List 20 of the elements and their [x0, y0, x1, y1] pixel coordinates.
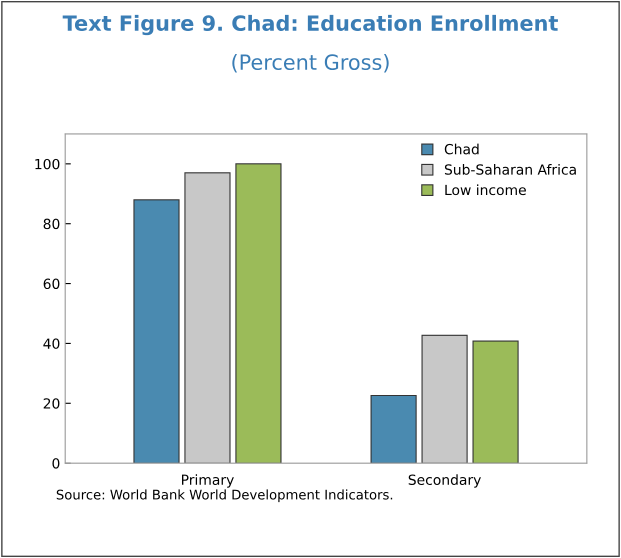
bar	[422, 334, 468, 464]
y-tick-label: 60	[44, 278, 60, 290]
legend-label: Sub-Saharan Africa	[444, 164, 576, 175]
y-tick-label: 40	[43, 338, 60, 349]
bar	[184, 172, 231, 464]
source-note: Source: World Bank World Development Indicators.	[56, 489, 392, 502]
bar	[133, 199, 180, 464]
bar	[235, 163, 282, 464]
chart-title: Text Figure 9. Chad: Education Enrollment	[62, 14, 558, 36]
y-tick-label: 80	[44, 218, 60, 230]
y-tick-label: 100	[35, 158, 60, 170]
x-tick-label: Secondary	[408, 474, 481, 488]
bar	[370, 394, 417, 464]
y-tick-label: 20	[44, 398, 60, 409]
bar	[472, 340, 519, 464]
x-tick-label: Primary	[182, 474, 234, 488]
legend-label: Chad	[444, 144, 479, 154]
chart-subtitle: (Percent Gross)	[232, 54, 389, 72]
y-tick-label: 0	[52, 458, 60, 469]
legend-label: Low income	[445, 184, 526, 196]
